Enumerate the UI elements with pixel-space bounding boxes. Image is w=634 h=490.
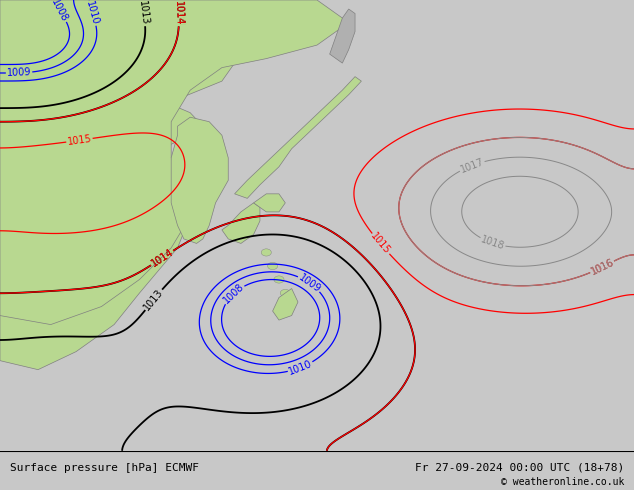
Text: © weatheronline.co.uk: © weatheronline.co.uk <box>501 477 624 487</box>
Polygon shape <box>273 289 298 320</box>
Polygon shape <box>330 9 355 63</box>
Text: 1017: 1017 <box>458 156 485 175</box>
Circle shape <box>274 276 284 283</box>
Text: 1016: 1016 <box>589 257 616 277</box>
Text: 1009: 1009 <box>297 272 323 294</box>
Polygon shape <box>235 76 361 198</box>
Text: 1018: 1018 <box>479 234 506 252</box>
Text: 1009: 1009 <box>6 68 32 78</box>
Circle shape <box>268 262 278 270</box>
Text: 1016: 1016 <box>589 257 616 277</box>
Circle shape <box>280 290 290 296</box>
Polygon shape <box>222 203 260 244</box>
Text: 1014: 1014 <box>173 0 184 25</box>
Polygon shape <box>0 0 203 369</box>
Text: 1015: 1015 <box>67 134 93 147</box>
Text: 1014: 1014 <box>173 0 184 25</box>
Text: 1014: 1014 <box>149 247 175 269</box>
Text: 1015: 1015 <box>369 231 392 256</box>
Text: Surface pressure [hPa] ECMWF: Surface pressure [hPa] ECMWF <box>10 463 198 472</box>
Text: 1008: 1008 <box>49 0 69 24</box>
Circle shape <box>261 249 271 256</box>
Polygon shape <box>0 0 349 324</box>
Text: 1013: 1013 <box>142 287 165 313</box>
Text: Fr 27-09-2024 00:00 UTC (18+78): Fr 27-09-2024 00:00 UTC (18+78) <box>415 463 624 472</box>
Polygon shape <box>171 117 228 244</box>
Polygon shape <box>0 0 241 99</box>
Text: 1008: 1008 <box>221 282 246 306</box>
Text: 1010: 1010 <box>84 0 100 26</box>
Text: 1010: 1010 <box>287 358 314 377</box>
Text: 1013: 1013 <box>137 0 150 26</box>
Text: 1014: 1014 <box>149 247 175 269</box>
Polygon shape <box>254 194 285 212</box>
